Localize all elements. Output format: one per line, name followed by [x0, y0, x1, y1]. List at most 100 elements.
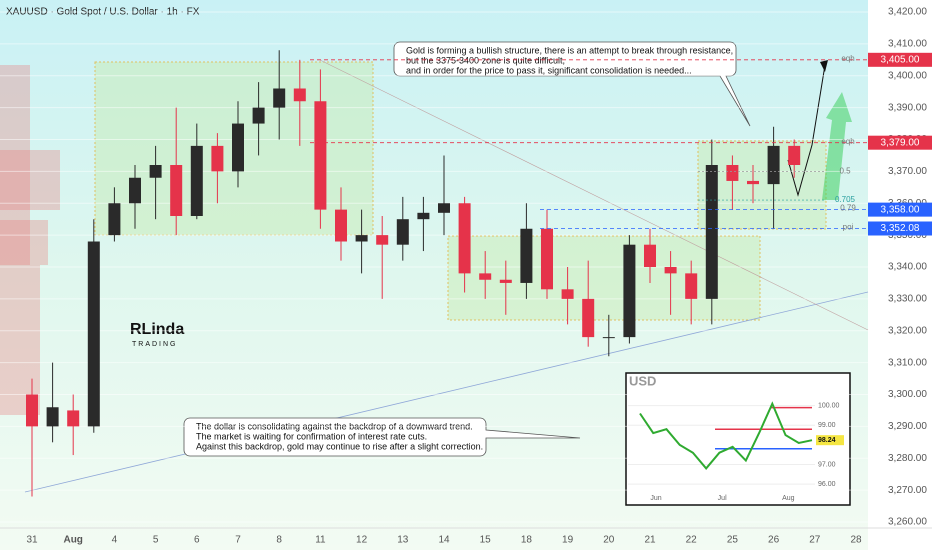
price-tag: [868, 221, 932, 236]
candle-body: [767, 145, 780, 185]
candle-body: [149, 165, 162, 178]
y-tick-label: 3,410.00: [888, 39, 927, 50]
inset-x-label: Aug: [782, 495, 795, 502]
candle-body: [582, 298, 595, 338]
candle-body: [376, 235, 389, 245]
price-tag-label: 3,379.00: [881, 137, 920, 148]
y-tick-label: 3,280.00: [888, 453, 927, 464]
candle-body: [520, 228, 533, 283]
level-tag: eqh: [841, 54, 854, 63]
candle-body: [458, 203, 471, 274]
green-arrow: [822, 92, 852, 200]
candle-body: [499, 279, 512, 283]
price-tag: [868, 202, 932, 217]
level-tag: poi: [843, 223, 854, 232]
candle-body: [211, 145, 224, 172]
x-tick-label: 27: [809, 535, 821, 546]
inset-last-label: 98.24: [818, 437, 836, 444]
annotation-line: Gold is forming a bullish structure, the…: [406, 45, 733, 55]
annotation-line: and in order for the price to pass it, s…: [406, 65, 692, 75]
candle-body: [788, 145, 801, 165]
candle-body: [747, 180, 759, 185]
candle-body: [396, 219, 409, 245]
annotation-line: The market is waiting for confirmation o…: [196, 431, 427, 441]
x-tick-label: 18: [521, 535, 533, 546]
annotation-line: but the 3375-3400 zone is quite difficul…: [406, 55, 565, 65]
axis-background: [868, 0, 932, 550]
annotation-box: [393, 41, 751, 127]
x-tick-label: 21: [644, 535, 656, 546]
inset-x-label: Jul: [718, 495, 727, 502]
inset-title: USD: [629, 373, 656, 388]
price-tag-label: 3,358.00: [881, 204, 920, 215]
price-tag: [868, 52, 932, 67]
candle-body: [335, 209, 347, 242]
y-tick-label: 3,290.00: [888, 421, 927, 432]
candle-body: [273, 88, 286, 108]
candle-body: [623, 244, 636, 338]
inset-tick-label: 96.00: [818, 481, 836, 488]
y-tick-label: 3,300.00: [888, 389, 927, 400]
x-tick-label: 7: [235, 535, 241, 546]
candle-body: [293, 88, 306, 102]
x-tick-label: 28: [850, 535, 862, 546]
inset-tick-label: 97.00: [818, 461, 836, 468]
x-tick-label: 12: [356, 535, 368, 546]
candle-body: [252, 107, 265, 124]
price-tag-label: 3,405.00: [881, 54, 920, 65]
candle-body: [129, 177, 141, 204]
inset-last-tag: [816, 435, 844, 446]
y-tick-label: 3,390.00: [888, 102, 927, 113]
candle-body: [644, 244, 656, 267]
volume-profile: [0, 65, 60, 415]
projection-arrow: [787, 64, 826, 197]
x-tick-label: 19: [562, 535, 574, 546]
y-tick-label: 3,330.00: [888, 294, 927, 305]
candle-body: [26, 394, 38, 427]
x-tick-label: 11: [315, 535, 326, 546]
inset-line: [639, 401, 813, 470]
x-tick-label: 8: [276, 535, 282, 546]
y-tick-label: 3,420.00: [888, 7, 927, 18]
x-tick-label: 13: [397, 535, 409, 546]
inset-tick-label: 100.00: [818, 402, 840, 409]
candle-body: [232, 123, 244, 172]
x-tick-label: 5: [153, 535, 159, 546]
y-tick-label: 3,260.00: [888, 517, 927, 528]
inset-tick-label: 99.00: [818, 422, 836, 429]
level-tag: eqh: [841, 137, 854, 146]
annotation: Gold is forming a bullish structure, the…: [393, 41, 751, 127]
candle-body: [46, 407, 59, 427]
candle-body: [190, 145, 203, 216]
y-tick-label: 3,310.00: [888, 357, 927, 368]
fib-label: 0.705: [835, 195, 856, 204]
x-tick-label: 14: [438, 535, 450, 546]
price-tag: [868, 135, 932, 150]
annotation-line: Against this backdrop, gold may continue…: [196, 441, 483, 451]
x-tick-label: 25: [727, 535, 739, 546]
x-tick-label: 6: [194, 535, 200, 546]
trendline: [319, 59, 869, 331]
price-tag-label: 3,352.08: [881, 223, 920, 234]
x-tick-label: Aug: [63, 535, 82, 546]
candle-body: [664, 267, 677, 274]
candle-body: [67, 410, 80, 427]
candle-body: [726, 165, 739, 181]
candle-body: [541, 228, 553, 290]
candle-body: [355, 235, 368, 242]
y-tick-label: 3,340.00: [888, 262, 927, 273]
candle-body: [602, 337, 615, 339]
x-tick-label: 4: [112, 535, 118, 546]
candle-body: [87, 241, 100, 427]
candle-body: [170, 165, 183, 216]
candle-body: [705, 165, 718, 299]
fib-label: 0.5: [839, 166, 851, 175]
x-tick-label: 31: [26, 535, 38, 546]
x-tick-label: 26: [768, 535, 780, 546]
candle-body: [685, 273, 698, 299]
annotation-box: [183, 417, 581, 457]
candle-body: [561, 289, 574, 299]
zone: [697, 140, 827, 230]
